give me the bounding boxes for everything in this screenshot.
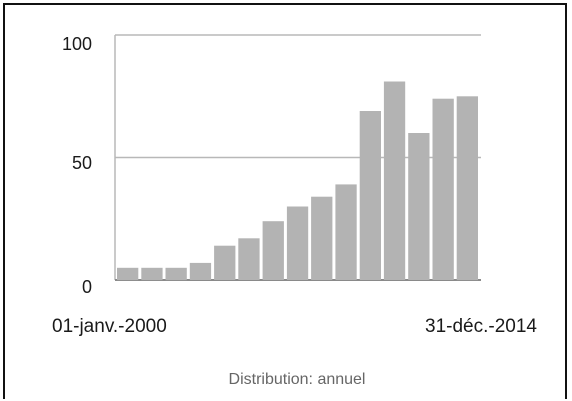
y-tick-label-100: 100 [62, 34, 92, 54]
bar-2001 [141, 268, 162, 280]
bar-2012 [408, 133, 429, 280]
bar-2013 [433, 99, 454, 280]
bar-2002 [166, 268, 187, 280]
bar-2011 [384, 82, 405, 281]
x-start-date-label: 01-janv.-2000 [52, 316, 167, 337]
bar-2009 [335, 184, 356, 280]
bar-2008 [311, 197, 332, 280]
distribution-caption: Distribution: annuel [229, 371, 366, 388]
bar-2007 [287, 207, 308, 281]
bar-2014 [457, 96, 478, 280]
y-tick-label-0: 0 [82, 277, 92, 297]
bar-2005 [238, 238, 259, 280]
bars [117, 82, 478, 281]
bar-2006 [263, 221, 284, 280]
y-tick-label-50: 50 [72, 153, 92, 173]
x-end-date-label: 31-déc.-2014 [425, 316, 537, 337]
bar-2004 [214, 246, 235, 280]
bar-2010 [360, 111, 381, 280]
bar-2003 [190, 263, 211, 280]
bar-2000 [117, 268, 138, 280]
